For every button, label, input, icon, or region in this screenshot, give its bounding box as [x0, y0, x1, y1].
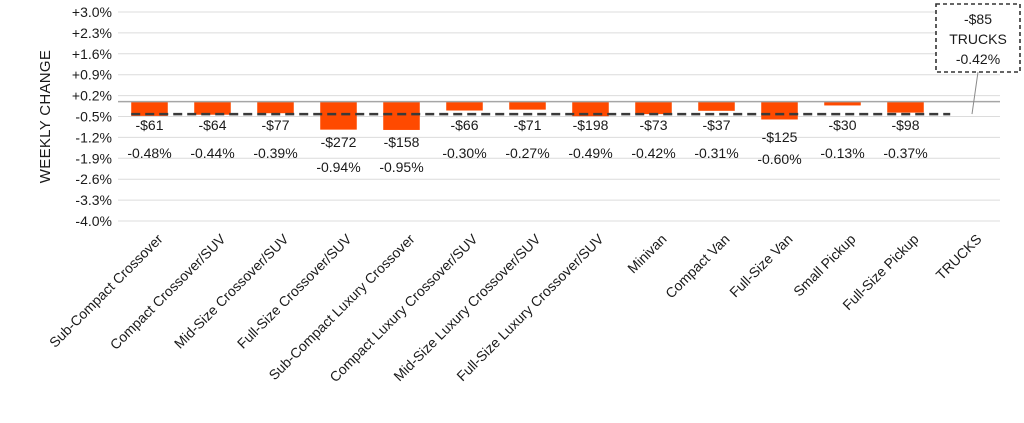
y-tick-label: +0.9%: [72, 67, 112, 83]
category-label: Minivan: [624, 231, 669, 276]
bar: [131, 101, 168, 116]
y-tick-label: -1.9%: [75, 150, 112, 166]
dollar-label: -$198: [573, 117, 609, 133]
callout-box: [935, 3, 1021, 73]
percent-label: -0.31%: [694, 145, 738, 161]
dollar-label: -$77: [261, 117, 289, 133]
percent-label: -0.95%: [379, 159, 423, 175]
callout-leader-line: [971, 71, 979, 115]
y-tick-label: +1.6%: [72, 46, 112, 62]
percent-label: -0.13%: [820, 145, 864, 161]
category-label: Compact Crossover/SUV: [107, 230, 229, 352]
bar: [257, 101, 294, 114]
percent-label: -0.48%: [127, 145, 171, 161]
percent-label: -0.60%: [757, 151, 801, 167]
category-label: Full-Size Van: [726, 231, 795, 300]
dollar-label: -$158: [384, 134, 420, 150]
category-label: Small Pickup: [790, 231, 859, 300]
dollar-label: -$61: [135, 117, 163, 133]
callout-title: TRUCKS: [949, 31, 1007, 47]
percent-label: -0.39%: [253, 145, 297, 161]
y-tick-label: -4.0%: [75, 213, 112, 229]
dollar-label: -$125: [762, 129, 798, 145]
dollar-label: -$73: [639, 117, 667, 133]
dollar-label: -$64: [198, 117, 226, 133]
category-label: Compact Van: [662, 231, 733, 302]
bar: [509, 101, 546, 110]
bar: [194, 101, 231, 115]
category-label: Full-Size Crossover/SUV: [234, 230, 355, 351]
percent-label: -0.27%: [505, 145, 549, 161]
bar: [761, 101, 798, 120]
dollar-label: -$37: [702, 117, 730, 133]
dollar-label: -$98: [891, 117, 919, 133]
percent-label: -0.94%: [316, 159, 360, 175]
gridlines: [118, 11, 1000, 222]
bar: [887, 101, 924, 113]
y-axis-title: WEEKLY CHANGE: [37, 50, 54, 183]
category-label: Mid-Size Crossover/SUV: [171, 230, 292, 351]
percent-label: -0.37%: [883, 145, 927, 161]
data-labels: -$61 -0.48% -$64 -0.44% -$77 -0.39% -$272 -0.94…: [127, 117, 927, 175]
bar: [698, 101, 735, 111]
bar: [320, 101, 357, 130]
y-tick-label: -3.3%: [75, 192, 112, 208]
y-tick-label: +0.2%: [72, 88, 112, 104]
trucks-callout: -$85 TRUCKS -0.42%: [935, 3, 1021, 115]
percent-label: -0.30%: [442, 145, 486, 161]
percent-label: -0.44%: [190, 145, 234, 161]
category-label: TRUCKS: [933, 231, 985, 283]
category-label: Sub-Compact Crossover: [46, 231, 166, 351]
callout-dollar: -$85: [964, 11, 992, 27]
y-tick-label: -2.6%: [75, 171, 112, 187]
y-tick-label: +3.0%: [72, 4, 112, 20]
callout-percent: -0.42%: [956, 51, 1000, 67]
y-tick-label: +2.3%: [72, 25, 112, 41]
bar: [383, 101, 420, 130]
bars: [131, 101, 924, 130]
bar: [635, 101, 672, 115]
bar: [572, 101, 609, 117]
percent-label: -0.49%: [568, 145, 612, 161]
dollar-label: -$272: [321, 134, 357, 150]
y-axis-ticks: +3.0% +2.3% +1.6% +0.9% +0.2% -0.5% -1.2% -1.9%…: [72, 4, 112, 229]
y-tick-label: -1.2%: [75, 129, 112, 145]
dollar-label: -$71: [513, 117, 541, 133]
percent-label: -0.42%: [631, 145, 675, 161]
y-tick-label: -0.5%: [75, 109, 112, 125]
bar: [824, 101, 861, 106]
dollar-label: -$66: [450, 117, 478, 133]
dollar-label: -$30: [828, 117, 856, 133]
bar: [446, 101, 483, 111]
